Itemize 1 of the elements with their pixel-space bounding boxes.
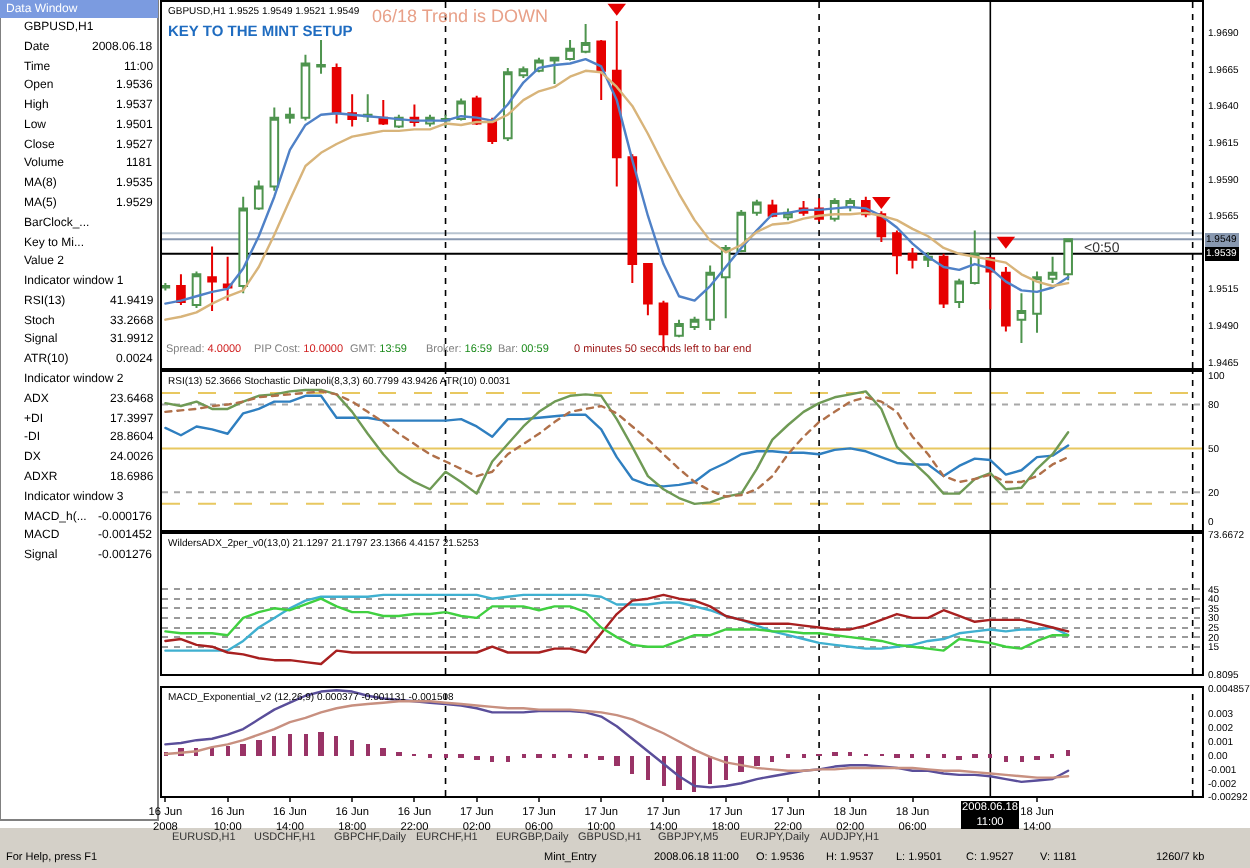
annotation: 06/18 Trend is DOWN [372, 6, 549, 26]
